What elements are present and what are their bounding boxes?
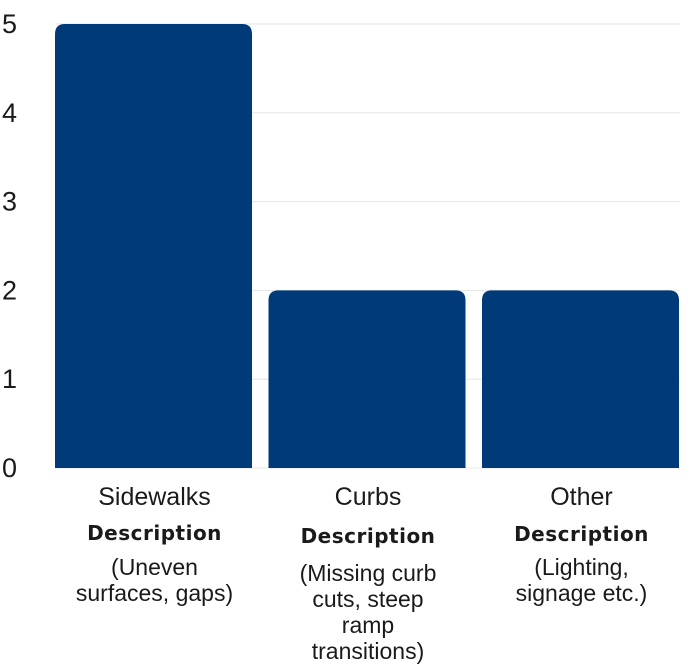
category-description-line: (Uneven	[111, 554, 198, 580]
y-axis: 0 1 2 3 4 5	[2, 9, 17, 483]
bar	[268, 290, 466, 468]
category-heading: Description	[87, 521, 222, 545]
y-tick-label: 0	[2, 453, 17, 483]
category-description-line: transitions)	[312, 638, 424, 664]
category-description-line: (Lighting,	[534, 554, 629, 580]
y-tick-label: 2	[2, 275, 17, 305]
y-tick-label: 3	[2, 187, 17, 217]
bar	[482, 290, 679, 468]
y-tick-label: 4	[2, 98, 17, 128]
y-tick-label: 1	[2, 364, 17, 394]
x-tick-label: Sidewalks	[98, 483, 211, 511]
x-tick-label: Curbs	[335, 483, 402, 511]
bar	[55, 24, 252, 468]
category-description-line: surfaces, gaps)	[76, 580, 233, 606]
category-description-line: ramp	[342, 612, 394, 638]
category-heading: Description	[301, 524, 436, 548]
y-tick-label: 5	[2, 9, 17, 39]
category-heading: Description	[514, 522, 649, 546]
category-description-line: signage etc.)	[516, 580, 648, 606]
x-tick-label: Other	[550, 483, 613, 511]
bars	[55, 24, 679, 468]
category-description-line: cuts, steep	[312, 586, 423, 612]
category-description-line: (Missing curb	[300, 560, 437, 586]
